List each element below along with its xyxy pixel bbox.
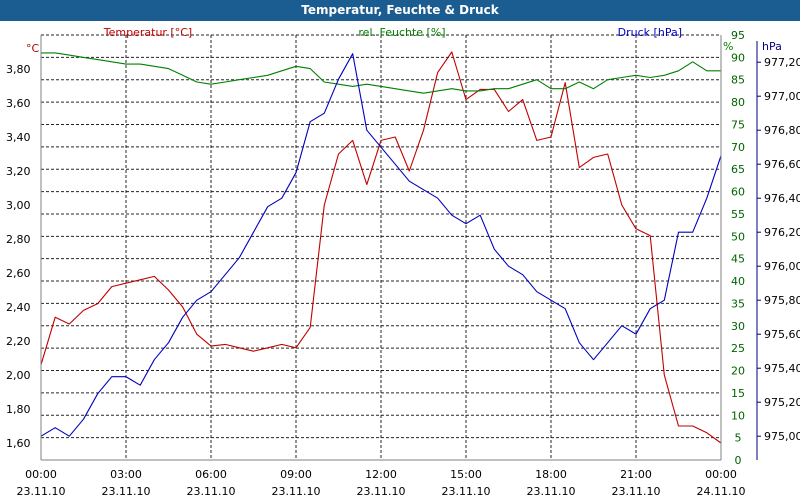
chart-title-bar: Temperatur, Feuchte & Druck <box>0 0 800 21</box>
tick-label-left: 2,40 <box>6 301 31 314</box>
tick-label-pressure: 975,00 <box>764 430 800 443</box>
tick-label-humidity: 95 <box>731 29 745 42</box>
labels: 1,60 1,80 2,00 2,20 2,40 2,60 2,80 3,00 3,20 3,40… <box>6 26 800 498</box>
tick-label-left: 2,00 <box>6 369 31 382</box>
x-tick-time: 21:00 <box>620 468 652 481</box>
tick-label-pressure: 977,20 <box>764 56 800 69</box>
tick-label-humidity: 35 <box>731 297 745 310</box>
tick-label-left: 3,60 <box>6 97 31 110</box>
x-tick-time: 00:00 <box>705 468 737 481</box>
legend-label-3: Druck [hPa] <box>618 26 682 39</box>
x-tick-date: 23.11.10 <box>187 485 236 498</box>
x-tick-time: 15:00 <box>450 468 482 481</box>
chart-background <box>0 21 800 500</box>
tick-label-left: 1,80 <box>6 403 31 416</box>
tick-label-pressure: 975,60 <box>764 328 800 341</box>
tick-label-left: 3,20 <box>6 165 31 178</box>
tick-label-left: 3,00 <box>6 199 31 212</box>
tick-label-pressure: 976,20 <box>764 226 800 239</box>
tick-label-humidity: 40 <box>731 275 745 288</box>
tick-label-humidity: 15 <box>731 387 745 400</box>
weather-chart: 1,60 1,80 2,00 2,20 2,40 2,60 2,80 3,00 3,20 3,40… <box>0 21 800 500</box>
x-tick-date: 23.11.10 <box>442 485 491 498</box>
tick-label-humidity: 85 <box>731 74 745 87</box>
x-tick-date: 23.11.10 <box>527 485 576 498</box>
x-tick-time: 03:00 <box>110 468 142 481</box>
legend-label-2: rel. Feuchte [%] <box>358 26 445 39</box>
series-line-3 <box>40 53 722 437</box>
tick-label-humidity: 75 <box>731 118 745 131</box>
x-tick-time: 12:00 <box>365 468 397 481</box>
x-tick-date: 23.11.10 <box>17 485 66 498</box>
x-tick-date: 23.11.10 <box>272 485 321 498</box>
x-tick-time: 06:00 <box>195 468 227 481</box>
tick-label-humidity: 45 <box>731 253 745 266</box>
tick-label-humidity: 55 <box>731 208 745 221</box>
unit-label-pressure: hPa <box>762 40 782 53</box>
tick-label-humidity: 80 <box>731 96 745 109</box>
tick-label-humidity: 10 <box>731 409 745 422</box>
axes <box>40 35 761 461</box>
tick-label-humidity: 65 <box>731 163 745 176</box>
series-line-2 <box>41 52 721 94</box>
tick-label-left: 2,60 <box>6 267 31 280</box>
tick-label-pressure: 977,00 <box>764 90 800 103</box>
tick-label-pressure: 975,80 <box>764 294 800 307</box>
tick-label-pressure: 976,00 <box>764 260 800 273</box>
tick-label-pressure: 976,60 <box>764 158 800 171</box>
legend-label-1: Temperatur [°C] <box>103 26 192 39</box>
series-lines <box>40 51 722 444</box>
tick-label-pressure: 976,40 <box>764 192 800 205</box>
tick-label-humidity: 50 <box>731 230 745 243</box>
chart-title: Temperatur, Feuchte & Druck <box>301 3 499 17</box>
x-tick-time: 18:00 <box>535 468 567 481</box>
x-tick-date: 23.11.10 <box>357 485 406 498</box>
tick-label-humidity: 70 <box>731 141 745 154</box>
tick-label-left: 3,40 <box>6 131 31 144</box>
tick-label-left: 2,80 <box>6 233 31 246</box>
tick-label-humidity: 60 <box>731 186 745 199</box>
tick-label-humidity: 0 <box>735 454 742 467</box>
tick-label-left: 1,60 <box>6 437 31 450</box>
unit-label-left: °C <box>26 42 40 55</box>
tick-label-pressure: 975,40 <box>764 362 800 375</box>
tick-label-left: 2,20 <box>6 335 31 348</box>
x-tick-date: 23.11.10 <box>612 485 661 498</box>
tick-label-humidity: 5 <box>735 432 742 445</box>
tick-label-left: 3,80 <box>6 63 31 76</box>
series-line-1 <box>40 51 722 444</box>
x-tick-time: 00:00 <box>25 468 57 481</box>
tick-label-humidity: 30 <box>731 320 745 333</box>
tick-label-humidity: 90 <box>731 51 745 64</box>
tick-label-pressure: 975,20 <box>764 396 800 409</box>
x-tick-date: 23.11.10 <box>102 485 151 498</box>
tick-label-pressure: 976,80 <box>764 124 800 137</box>
unit-label-humidity: % <box>723 40 733 53</box>
tick-label-humidity: 25 <box>731 342 745 355</box>
x-tick-time: 09:00 <box>280 468 312 481</box>
x-tick-date: 24.11.10 <box>697 485 746 498</box>
tick-label-humidity: 20 <box>731 365 745 378</box>
